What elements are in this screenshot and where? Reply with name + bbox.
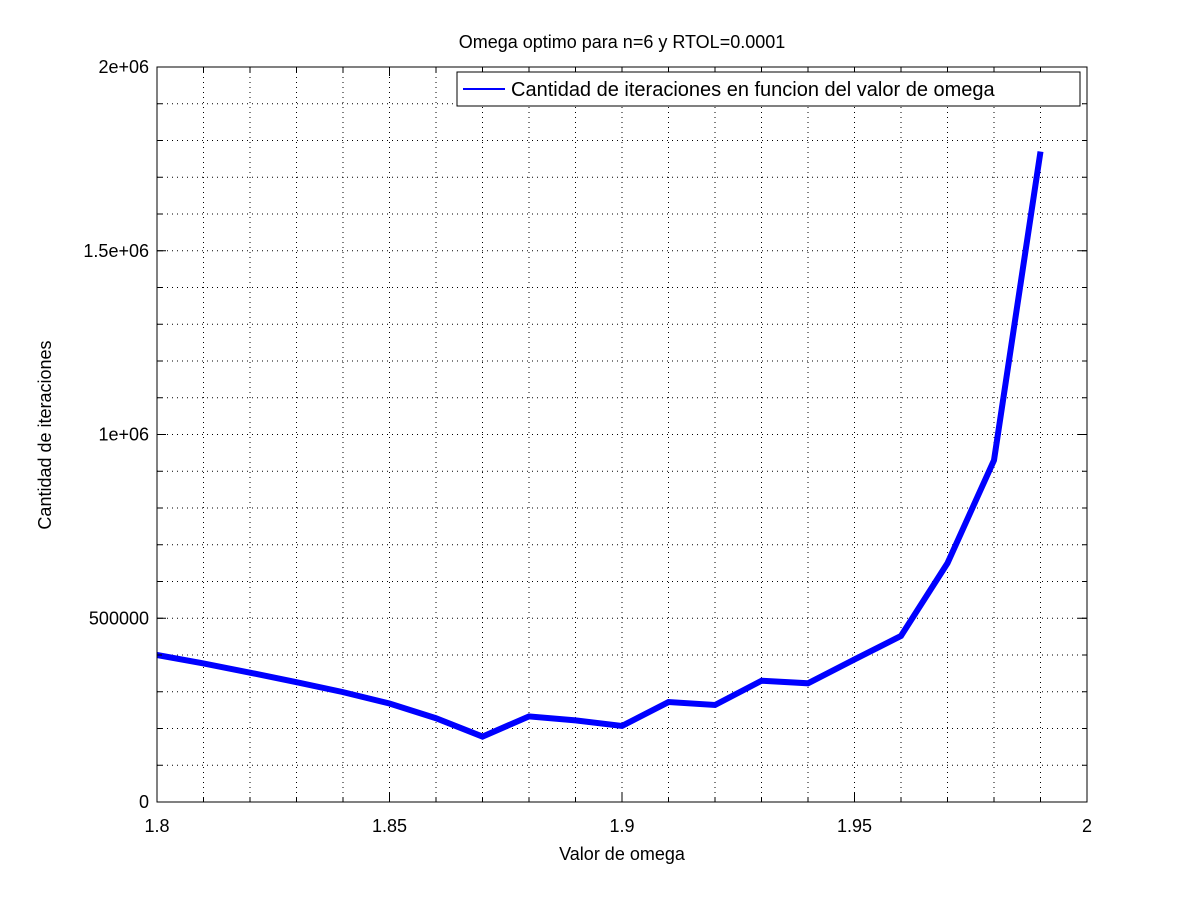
y-tick-label: 0 [139, 792, 149, 812]
x-tick-label: 1.95 [837, 816, 872, 836]
grid [157, 67, 1087, 802]
series-layer [156, 151, 1044, 740]
axis-ticks: 1.8 1.85 1.9 1.95 2 0 500000 1e+06 1.5e+06 2e+06 [83, 57, 1092, 836]
series-line-0 [156, 151, 1044, 740]
legend-box [456, 71, 1081, 107]
y-axis-label: Cantidad de iteraciones [35, 340, 55, 529]
y-tick-label: 1.5e+06 [83, 241, 149, 261]
x-tick-label: 1.8 [144, 816, 169, 836]
y-tick-label: 2e+06 [98, 57, 149, 77]
x-axis-label: Valor de omega [559, 844, 686, 864]
y-tick-label: 1e+06 [98, 425, 149, 445]
legend: Cantidad de iteraciones en funcion del v… [456, 71, 1081, 107]
y-tick-label: 500000 [89, 608, 149, 628]
chart-title: Omega optimo para n=6 y RTOL=0.0001 [459, 32, 786, 52]
x-tick-label: 1.9 [609, 816, 634, 836]
legend-label: Cantidad de iteraciones en funcion del v… [511, 79, 996, 101]
x-tick-label: 1.85 [372, 816, 407, 836]
x-tick-label: 2 [1082, 816, 1092, 836]
